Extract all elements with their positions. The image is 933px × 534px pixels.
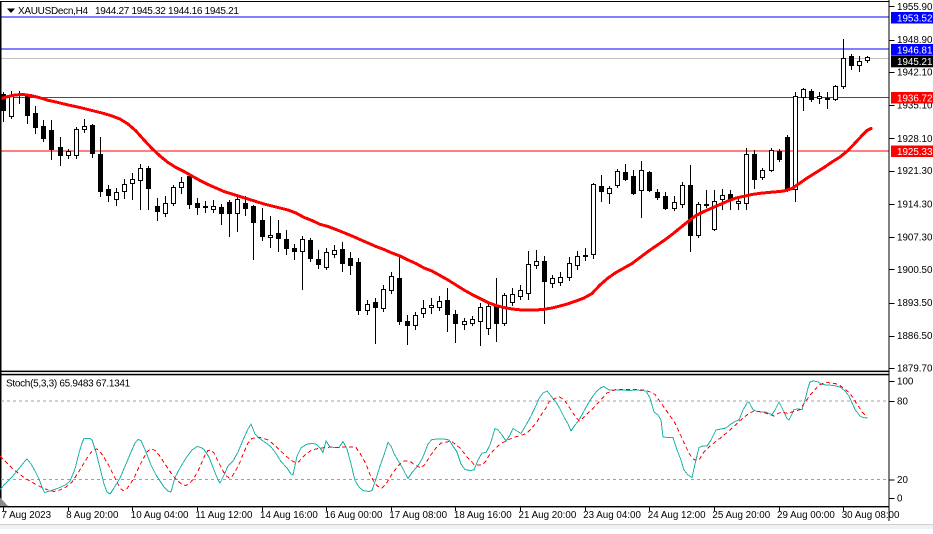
svg-text:11 Aug 12:00: 11 Aug 12:00 xyxy=(195,510,253,521)
svg-text:1942.10: 1942.10 xyxy=(897,67,933,78)
svg-text:29 Aug 00:00: 29 Aug 00:00 xyxy=(777,510,835,521)
svg-text:1907.30: 1907.30 xyxy=(897,233,933,244)
svg-text:80: 80 xyxy=(897,397,908,408)
svg-text:1914.30: 1914.30 xyxy=(897,199,933,210)
svg-text:25 Aug 20:00: 25 Aug 20:00 xyxy=(712,510,770,521)
svg-text:8 Aug 20:00: 8 Aug 20:00 xyxy=(66,510,119,521)
svg-text:17 Aug 08:00: 17 Aug 08:00 xyxy=(389,510,447,521)
svg-text:14 Aug 16:00: 14 Aug 16:00 xyxy=(260,510,318,521)
svg-text:10 Aug 04:00: 10 Aug 04:00 xyxy=(131,510,189,521)
svg-text:24 Aug 12:00: 24 Aug 12:00 xyxy=(648,510,706,521)
svg-text:21 Aug 20:00: 21 Aug 20:00 xyxy=(519,510,577,521)
svg-text:23 Aug 04:00: 23 Aug 04:00 xyxy=(583,510,641,521)
svg-text:XAUUSDecn,H4: XAUUSDecn,H4 xyxy=(18,6,88,17)
svg-text:1948.90: 1948.90 xyxy=(897,35,933,46)
svg-text:1921.30: 1921.30 xyxy=(897,166,933,177)
svg-text:1946.81: 1946.81 xyxy=(897,45,932,56)
svg-text:1893.50: 1893.50 xyxy=(897,298,933,309)
svg-text:18 Aug 16:00: 18 Aug 16:00 xyxy=(454,510,512,521)
svg-text:1945.21: 1945.21 xyxy=(897,57,932,68)
svg-text:1925.33: 1925.33 xyxy=(897,147,933,158)
svg-text:100: 100 xyxy=(897,377,914,388)
svg-text:1944.27 1945.32 1944.16 1945.2: 1944.27 1945.32 1944.16 1945.21 xyxy=(95,6,239,17)
svg-text:7 Aug 2023: 7 Aug 2023 xyxy=(2,510,52,521)
svg-text:1935.10: 1935.10 xyxy=(897,101,933,112)
svg-text:1886.50: 1886.50 xyxy=(897,331,933,342)
svg-text:1936.72: 1936.72 xyxy=(897,93,932,104)
svg-text:1879.70: 1879.70 xyxy=(897,364,933,375)
svg-text:0: 0 xyxy=(897,494,903,505)
svg-text:16 Aug 00:00: 16 Aug 00:00 xyxy=(325,510,383,521)
svg-text:1953.52: 1953.52 xyxy=(897,13,932,24)
svg-text:30 Aug 08:00: 30 Aug 08:00 xyxy=(842,510,900,521)
svg-text:1928.10: 1928.10 xyxy=(897,134,933,145)
svg-text:1955.90: 1955.90 xyxy=(897,2,933,13)
svg-text:Stoch(5,3,3) 65.9483 67.1341: Stoch(5,3,3) 65.9483 67.1341 xyxy=(6,379,131,390)
svg-text:20: 20 xyxy=(897,475,908,486)
svg-text:1900.50: 1900.50 xyxy=(897,265,933,276)
